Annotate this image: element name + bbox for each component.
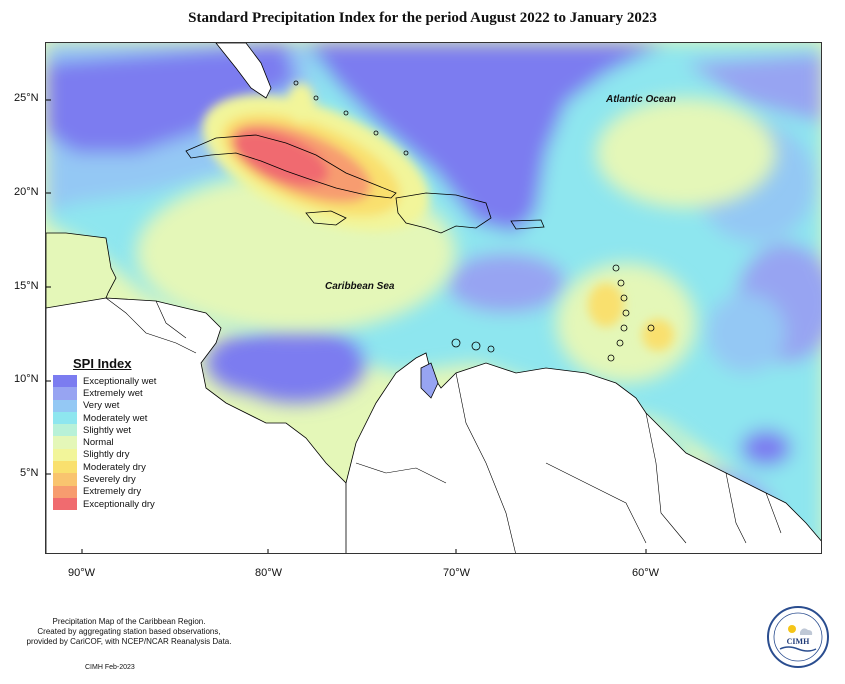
sun-cloud-icon (788, 625, 813, 635)
lat-tick-label: 10°N (14, 373, 39, 385)
legend-swatch (53, 387, 77, 400)
map-credits: Precipitation Map of the Caribbean Regio… (14, 617, 244, 647)
lat-tick-label: 20°N (14, 186, 39, 198)
legend-item: Exceptionally wet (53, 375, 157, 388)
legend-swatch (53, 473, 77, 486)
legend-item: Moderately wet (53, 411, 156, 425)
legend-items: Exceptionally wet Extremely wet Very wet Mo… (53, 375, 157, 511)
legend-swatch (53, 448, 77, 462)
legend-item: Extremely wet (53, 387, 156, 400)
legend-label: Exceptionally wet (83, 375, 157, 387)
spi-legend: SPI Index Exceptionally wet Extremely wet… (53, 356, 157, 511)
legend-item: Very wet (53, 399, 156, 412)
legend-label: Slightly dry (83, 449, 130, 461)
legend-swatch (53, 424, 77, 437)
legend-item: Slightly wet (53, 424, 156, 437)
lon-tick-label: 90°W (68, 567, 96, 579)
legend-label: Moderately wet (83, 412, 148, 424)
caribbean-sea-label: Caribbean Sea (325, 281, 395, 292)
legend-title: SPI Index (73, 356, 132, 371)
legend-label: Extremely dry (83, 486, 142, 498)
legend-swatch (53, 375, 77, 388)
legend-swatch (53, 497, 77, 511)
legend-swatch (53, 461, 77, 474)
legend-item: Extremely dry (53, 485, 156, 498)
legend-item: Slightly dry (53, 448, 156, 462)
legend-swatch (53, 411, 77, 425)
legend-item: Exceptionally dry (53, 497, 156, 511)
legend-label: Slightly wet (83, 424, 132, 436)
axis-ticks (46, 99, 647, 553)
legend-swatch (53, 485, 77, 498)
legend-label: Exceptionally dry (83, 498, 155, 510)
land (46, 43, 821, 553)
lon-tick-label: 80°W (255, 567, 283, 579)
legend-label: Normal (83, 437, 114, 449)
legend-item: Severely dry (53, 473, 156, 486)
credit-line: provided by CariCOF, with NCEP/NCAR Rean… (26, 637, 232, 646)
lat-tick-label: 5°N (20, 467, 39, 479)
legend-swatch (53, 436, 77, 449)
cimh-logo: CIMH (766, 605, 830, 669)
credit-line: Created by aggregating station based obs… (37, 627, 221, 636)
lon-tick-label: 60°W (632, 567, 660, 579)
map-title: Standard Precipitation Index for the per… (188, 10, 657, 26)
lon-tick-label: 70°W (443, 567, 471, 579)
legend-swatch (53, 399, 77, 412)
legend-label: Severely dry (83, 474, 136, 486)
credit-line: Precipitation Map of the Caribbean Regio… (52, 617, 206, 626)
credit-date: CIMH Feb-2023 (85, 664, 135, 671)
legend-label: Extremely wet (83, 387, 143, 399)
logo-text: CIMH (787, 637, 810, 646)
atlantic-ocean-label: Atlantic Ocean (606, 94, 677, 105)
lat-tick-label: 25°N (14, 92, 39, 104)
spi-map (45, 42, 822, 554)
spi-field-dry (202, 83, 674, 351)
lat-tick-label: 15°N (14, 280, 39, 292)
islands (293, 80, 655, 362)
borders (105, 297, 782, 553)
legend-label: Moderately dry (83, 461, 146, 473)
legend-item: Normal (53, 436, 156, 449)
legend-label: Very wet (83, 400, 120, 412)
legend-item: Moderately dry (53, 461, 156, 474)
